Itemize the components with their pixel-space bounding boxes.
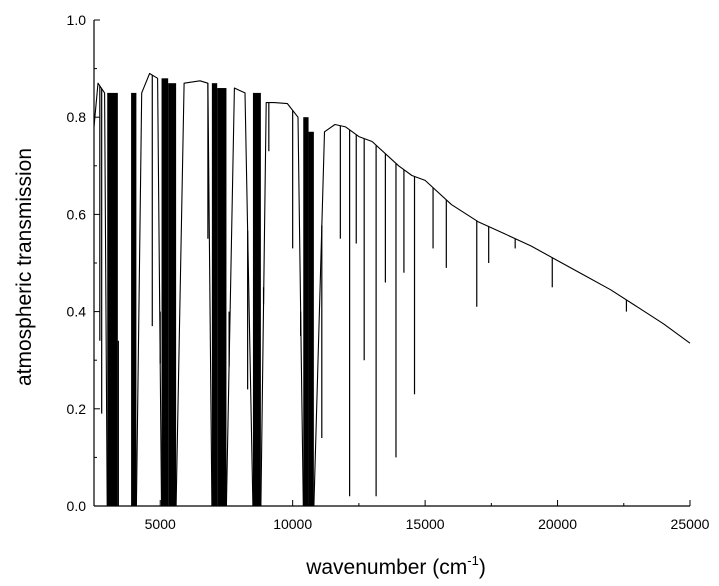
y-axis-title: atmospheric transmission bbox=[13, 148, 36, 386]
y-axis: 0.0 0.2 0.4 0.6 0.8 1.0 bbox=[67, 12, 100, 514]
x-axis-title-main: wavenumber (cm bbox=[305, 556, 467, 579]
absorption-band bbox=[303, 117, 309, 506]
x-axis: 5000 10000 15000 20000 25000 bbox=[93, 500, 710, 532]
x-axis-title: wavenumber (cm-1) bbox=[305, 553, 486, 579]
y-tick-label: 0.2 bbox=[67, 401, 87, 417]
absorption-band bbox=[211, 83, 218, 507]
plot-area bbox=[93, 72, 691, 507]
absorption-band bbox=[252, 92, 261, 507]
absorption-band bbox=[131, 92, 137, 507]
y-tick-label: 0.4 bbox=[67, 304, 87, 320]
x-axis-title-suffix: ) bbox=[479, 556, 486, 579]
absorption-band bbox=[217, 88, 227, 506]
x-tick-label: 15000 bbox=[406, 516, 445, 532]
y-tick-label: 0.8 bbox=[67, 109, 87, 125]
x-tick-label: 10000 bbox=[273, 516, 312, 532]
x-tick-label: 20000 bbox=[538, 516, 577, 532]
absorption-band bbox=[161, 78, 169, 506]
x-tick-label: 25000 bbox=[671, 516, 710, 532]
y-tick-label: 1.0 bbox=[67, 12, 87, 28]
absorption-band bbox=[107, 92, 118, 507]
absorption-band bbox=[308, 131, 314, 506]
x-axis-title-superscript: -1 bbox=[467, 553, 479, 568]
absorption-band bbox=[168, 83, 177, 507]
x-tick-label: 5000 bbox=[145, 516, 176, 532]
y-tick-label: 0.6 bbox=[67, 206, 87, 222]
y-tick-label: 0.0 bbox=[67, 498, 87, 514]
transmission-envelope-line bbox=[93, 72, 691, 507]
